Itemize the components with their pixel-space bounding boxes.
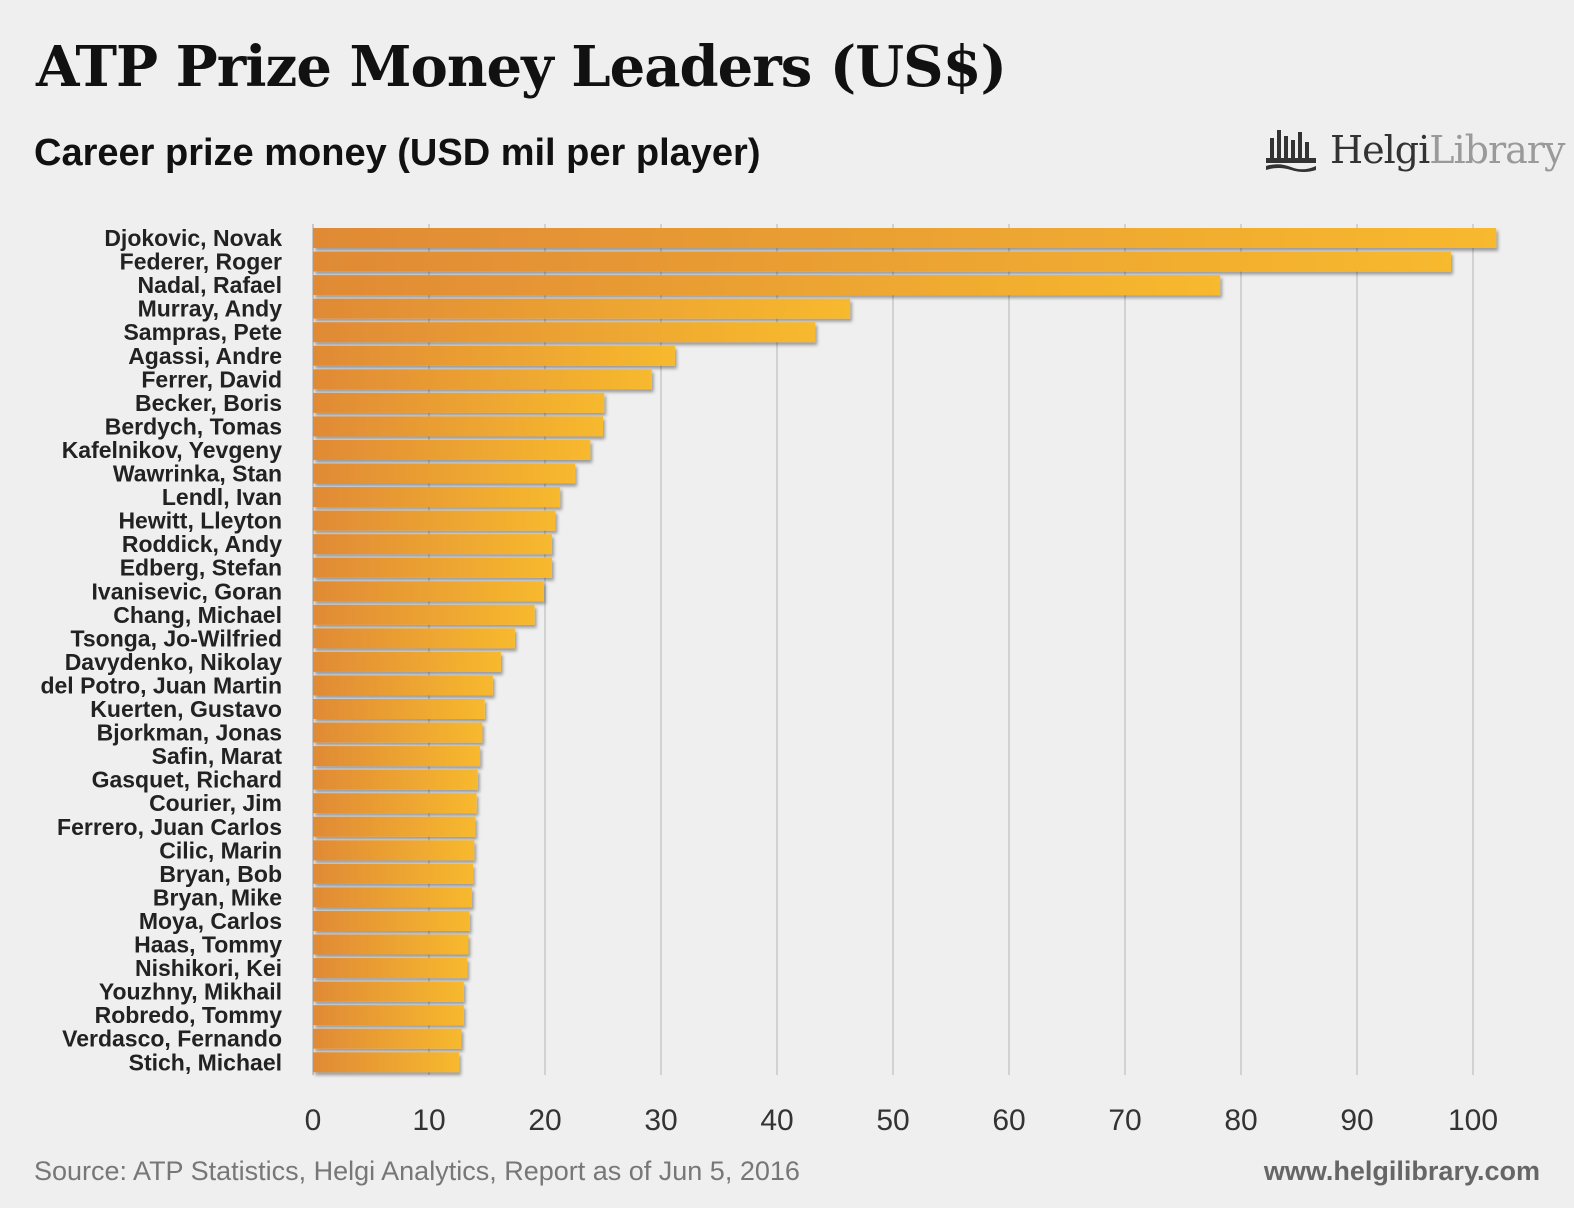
y-category-label: Davydenko, Nikolay: [65, 649, 283, 675]
y-category-label: Youzhny, Mikhail: [99, 979, 282, 1005]
bar[interactable]: [313, 958, 468, 979]
bar[interactable]: [313, 392, 605, 413]
y-category-label: Sampras, Pete: [123, 319, 282, 345]
x-tick-label: 80: [1224, 1104, 1257, 1137]
bar[interactable]: [313, 722, 483, 743]
y-category-label: Djokovic, Novak: [104, 225, 282, 251]
x-tick-label: 40: [760, 1104, 793, 1137]
bar[interactable]: [313, 910, 470, 931]
x-tick-label: 20: [528, 1104, 561, 1137]
x-axis-ticks: 0 10 20 30 40 50 60 70 80 90 100: [305, 1104, 1498, 1137]
x-tick-label: 50: [876, 1104, 909, 1137]
x-tick-label: 10: [412, 1104, 445, 1137]
y-category-label: Becker, Boris: [135, 390, 282, 416]
bar[interactable]: [313, 934, 469, 955]
x-tick-label: 30: [644, 1104, 677, 1137]
x-tick-label: 60: [992, 1104, 1025, 1137]
bar[interactable]: [313, 1052, 460, 1073]
x-tick-label: 70: [1108, 1104, 1141, 1137]
bar[interactable]: [313, 463, 576, 484]
bar[interactable]: [313, 887, 472, 908]
bar[interactable]: [313, 746, 481, 767]
bar[interactable]: [313, 793, 477, 814]
y-category-label: Stich, Michael: [129, 1049, 282, 1075]
chart-title: ATP Prize Money Leaders (US$): [36, 34, 1007, 100]
y-category-label: Chang, Michael: [113, 602, 282, 628]
brand-logo[interactable]: HelgiLibrary: [1264, 122, 1565, 178]
bar[interactable]: [313, 651, 501, 672]
bar[interactable]: [313, 228, 1497, 248]
y-category-label: Kuerten, Gustavo: [90, 696, 282, 722]
x-tick-label: 100: [1448, 1104, 1498, 1137]
y-category-label: Lendl, Ivan: [162, 484, 282, 510]
bar[interactable]: [313, 816, 476, 837]
y-category-label: Ferrer, David: [141, 366, 282, 392]
brand-name: HelgiLibrary: [1330, 128, 1565, 172]
bar[interactable]: [313, 275, 1221, 296]
y-category-label: Roddick, Andy: [122, 531, 282, 557]
y-category-label: Bjorkman, Jonas: [97, 720, 282, 746]
y-category-label: Moya, Carlos: [139, 908, 282, 934]
brand-name-light: Library: [1429, 128, 1565, 172]
y-category-label: Hewitt, Lleyton: [118, 508, 282, 534]
bar[interactable]: [313, 981, 464, 1002]
bar[interactable]: [313, 416, 603, 437]
bar[interactable]: [313, 487, 561, 508]
bar[interactable]: [313, 675, 493, 696]
y-category-label: Haas, Tommy: [134, 932, 282, 958]
y-category-label: Edberg, Stefan: [120, 555, 282, 581]
source-note: Source: ATP Statistics, Helgi Analytics,…: [34, 1156, 800, 1186]
y-category-label: Safin, Marat: [152, 743, 283, 769]
y-category-label: Federer, Roger: [120, 249, 282, 275]
y-category-label: Verdasco, Fernando: [62, 1026, 282, 1052]
bar[interactable]: [313, 345, 675, 366]
bar[interactable]: [313, 840, 475, 861]
y-category-label: Murray, Andy: [138, 296, 283, 322]
bar[interactable]: [313, 863, 474, 884]
y-category-label: Ferrero, Juan Carlos: [57, 814, 282, 840]
y-category-label: del Potro, Juan Martin: [40, 672, 282, 698]
bar[interactable]: [313, 439, 591, 460]
bar[interactable]: [313, 699, 485, 719]
bar[interactable]: [313, 769, 478, 790]
bar[interactable]: [313, 298, 851, 319]
y-category-label: Robredo, Tommy: [95, 1002, 283, 1028]
y-category-label: Courier, Jim: [149, 790, 282, 816]
y-category-label: Nadal, Rafael: [138, 272, 282, 298]
bar[interactable]: [313, 1005, 464, 1026]
y-category-label: Wawrinka, Stan: [113, 461, 282, 487]
gridlines: [312, 224, 1474, 1075]
y-category-label: Bryan, Bob: [159, 861, 282, 887]
bar[interactable]: [313, 628, 515, 649]
bar[interactable]: [313, 534, 552, 555]
y-category-label: Agassi, Andre: [128, 343, 282, 369]
y-category-label: Berdych, Tomas: [105, 413, 282, 439]
bar[interactable]: [313, 581, 544, 602]
x-tick-label: 90: [1340, 1104, 1373, 1137]
bar[interactable]: [313, 557, 552, 578]
bar[interactable]: [313, 369, 652, 390]
chart-subtitle: Career prize money (USD mil per player): [34, 132, 761, 174]
bar[interactable]: [313, 322, 816, 343]
bar[interactable]: [313, 1028, 462, 1049]
bars: [313, 228, 1497, 1073]
helgi-library-logo-icon: [1266, 130, 1316, 172]
bar[interactable]: [313, 251, 1451, 272]
y-category-label: Tsonga, Jo-Wilfried: [71, 625, 282, 651]
y-category-label: Nishikori, Kei: [135, 955, 282, 981]
y-category-label: Gasquet, Richard: [92, 767, 282, 793]
y-category-label: Bryan, Mike: [153, 884, 282, 910]
y-category-label: Cilic, Marin: [159, 837, 282, 863]
x-tick-label: 0: [305, 1104, 322, 1137]
bar[interactable]: [313, 604, 535, 625]
y-category-label: Kafelnikov, Yevgeny: [62, 437, 283, 463]
website-link[interactable]: www.helgilibrary.com: [1263, 1156, 1540, 1186]
bar[interactable]: [313, 510, 556, 531]
brand-name-bold: Helgi: [1330, 128, 1430, 172]
y-category-label: Ivanisevic, Goran: [92, 578, 282, 604]
